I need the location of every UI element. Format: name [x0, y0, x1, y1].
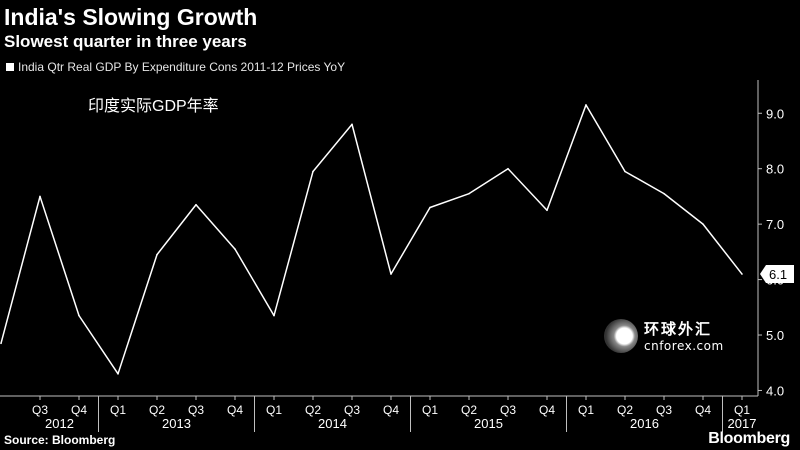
bloomberg-brand: Bloomberg	[708, 430, 790, 447]
data-point	[195, 203, 197, 206]
x-tick-label: Q4	[695, 403, 711, 417]
source-note: Source: Bloomberg	[4, 433, 116, 447]
last-value-label: 6.1	[769, 267, 787, 282]
legend-label: India Qtr Real GDP By Expenditure Cons 2…	[18, 60, 346, 74]
x-year-label: 2016	[630, 416, 659, 431]
last-value-marker	[760, 265, 794, 284]
x-tick-label: Q1	[734, 403, 750, 417]
x-tick-label: Q3	[656, 403, 672, 417]
x-tick-label: Q3	[188, 403, 204, 417]
x-year-label: 2013	[162, 416, 191, 431]
data-point	[468, 192, 470, 195]
series-line	[0, 104, 743, 375]
data-point	[702, 223, 704, 225]
data-point	[390, 273, 392, 275]
y-tick-label: 8.0	[766, 162, 784, 177]
x-tick-label: Q4	[71, 403, 87, 417]
x-tick-label: Q1	[578, 403, 594, 417]
x-tick-label: Q3	[500, 403, 516, 417]
legend: India Qtr Real GDP By Expenditure Cons 2…	[6, 60, 345, 74]
data-point	[624, 170, 626, 173]
data-point	[39, 195, 41, 198]
x-year-label: 2014	[318, 416, 347, 431]
y-tick-label: 4.0	[766, 383, 784, 398]
y-tick-label: 9.0	[766, 106, 784, 121]
x-tick-label: Q2	[461, 403, 477, 417]
watermark-en: cnforex.com	[644, 339, 724, 353]
x-tick-label: Q1	[266, 403, 282, 417]
data-point	[663, 192, 665, 195]
data-point	[312, 170, 314, 173]
data-point	[78, 314, 80, 317]
x-tick-label: Q3	[344, 403, 360, 417]
x-year-label: 2015	[474, 416, 503, 431]
legend-swatch	[6, 63, 14, 71]
chart-title: India's Slowing Growth	[4, 4, 258, 30]
data-point	[429, 206, 431, 209]
x-tick-label: Q3	[32, 403, 48, 417]
x-tick-label: Q1	[422, 403, 438, 417]
cnforex-watermark: 环球外汇 cnforex.com	[604, 318, 724, 353]
data-point	[273, 314, 275, 317]
x-year-label: 2017	[728, 416, 757, 431]
data-point	[156, 253, 158, 256]
data-point	[546, 209, 548, 212]
x-tick-label: Q4	[383, 403, 399, 417]
x-tick-label: Q1	[110, 403, 126, 417]
x-tick-label: Q2	[149, 403, 165, 417]
data-point	[117, 373, 119, 375]
data-point	[741, 273, 743, 275]
y-tick-label: 5.0	[766, 328, 784, 343]
cnforex-logo-icon	[604, 318, 638, 353]
x-tick-label: Q4	[539, 403, 555, 417]
data-point	[507, 167, 509, 170]
x-tick-label: Q2	[617, 403, 633, 417]
watermark-cn: 环球外汇	[644, 320, 713, 338]
data-point	[585, 104, 587, 106]
x-tick-label: Q2	[305, 403, 321, 417]
y-tick-label: 7.0	[766, 217, 784, 232]
data-point	[0, 342, 2, 345]
data-point	[234, 248, 236, 250]
x-tick-label: Q4	[227, 403, 243, 417]
x-year-label: 2012	[45, 416, 74, 431]
data-point	[351, 123, 353, 126]
chart-annotation: 印度实际GDP年率	[88, 98, 219, 115]
chart-subtitle: Slowest quarter in three years	[4, 32, 247, 51]
